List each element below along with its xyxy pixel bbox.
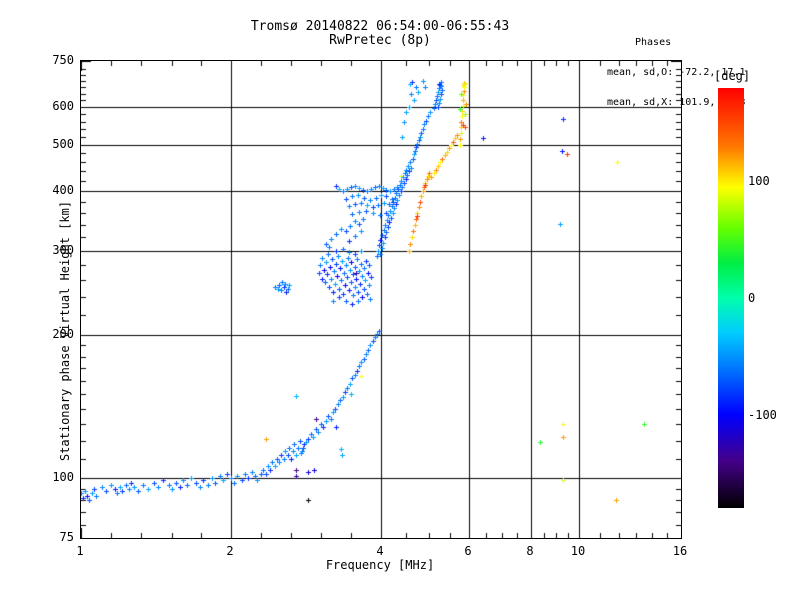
x-tick-label: 10 — [570, 544, 586, 558]
y-axis-label: Stationary phase Virtual Height [km] — [58, 200, 72, 462]
colorbar-tick-label: 0 — [748, 291, 756, 305]
phase-colorbar — [718, 88, 744, 508]
x-axis-label: Frequency [MHz] — [325, 558, 435, 572]
y-tick-label: 600 — [52, 99, 74, 113]
plot-area — [80, 60, 682, 539]
page-title: Tromsø 20140822 06:54:00-06:55:43 — [250, 19, 510, 34]
x-tick-label: 8 — [526, 544, 534, 558]
ionogram-scatter-canvas — [81, 61, 681, 538]
y-tick-label: 750 — [52, 53, 74, 67]
x-tick-label: 4 — [376, 544, 384, 558]
y-tick-label: 100 — [52, 470, 74, 484]
phase-stats-title: Phases — [635, 37, 672, 48]
y-tick-label: 75 — [59, 530, 74, 544]
x-tick-label: 1 — [76, 544, 84, 558]
colorbar-unit-label: [deg] — [714, 69, 751, 83]
plot-subtitle: RwPretec (8p) — [329, 33, 431, 48]
colorbar-tick-label: 100 — [748, 174, 770, 188]
y-tick-label: 400 — [52, 183, 74, 197]
colorbar-tick-label: -100 — [748, 408, 777, 422]
y-tick-label: 500 — [52, 137, 74, 151]
y-tick-label: 200 — [52, 327, 74, 341]
y-tick-label: 300 — [52, 243, 74, 257]
x-tick-label: 2 — [226, 544, 234, 558]
x-tick-label: 16 — [672, 544, 688, 558]
x-tick-label: 6 — [464, 544, 472, 558]
